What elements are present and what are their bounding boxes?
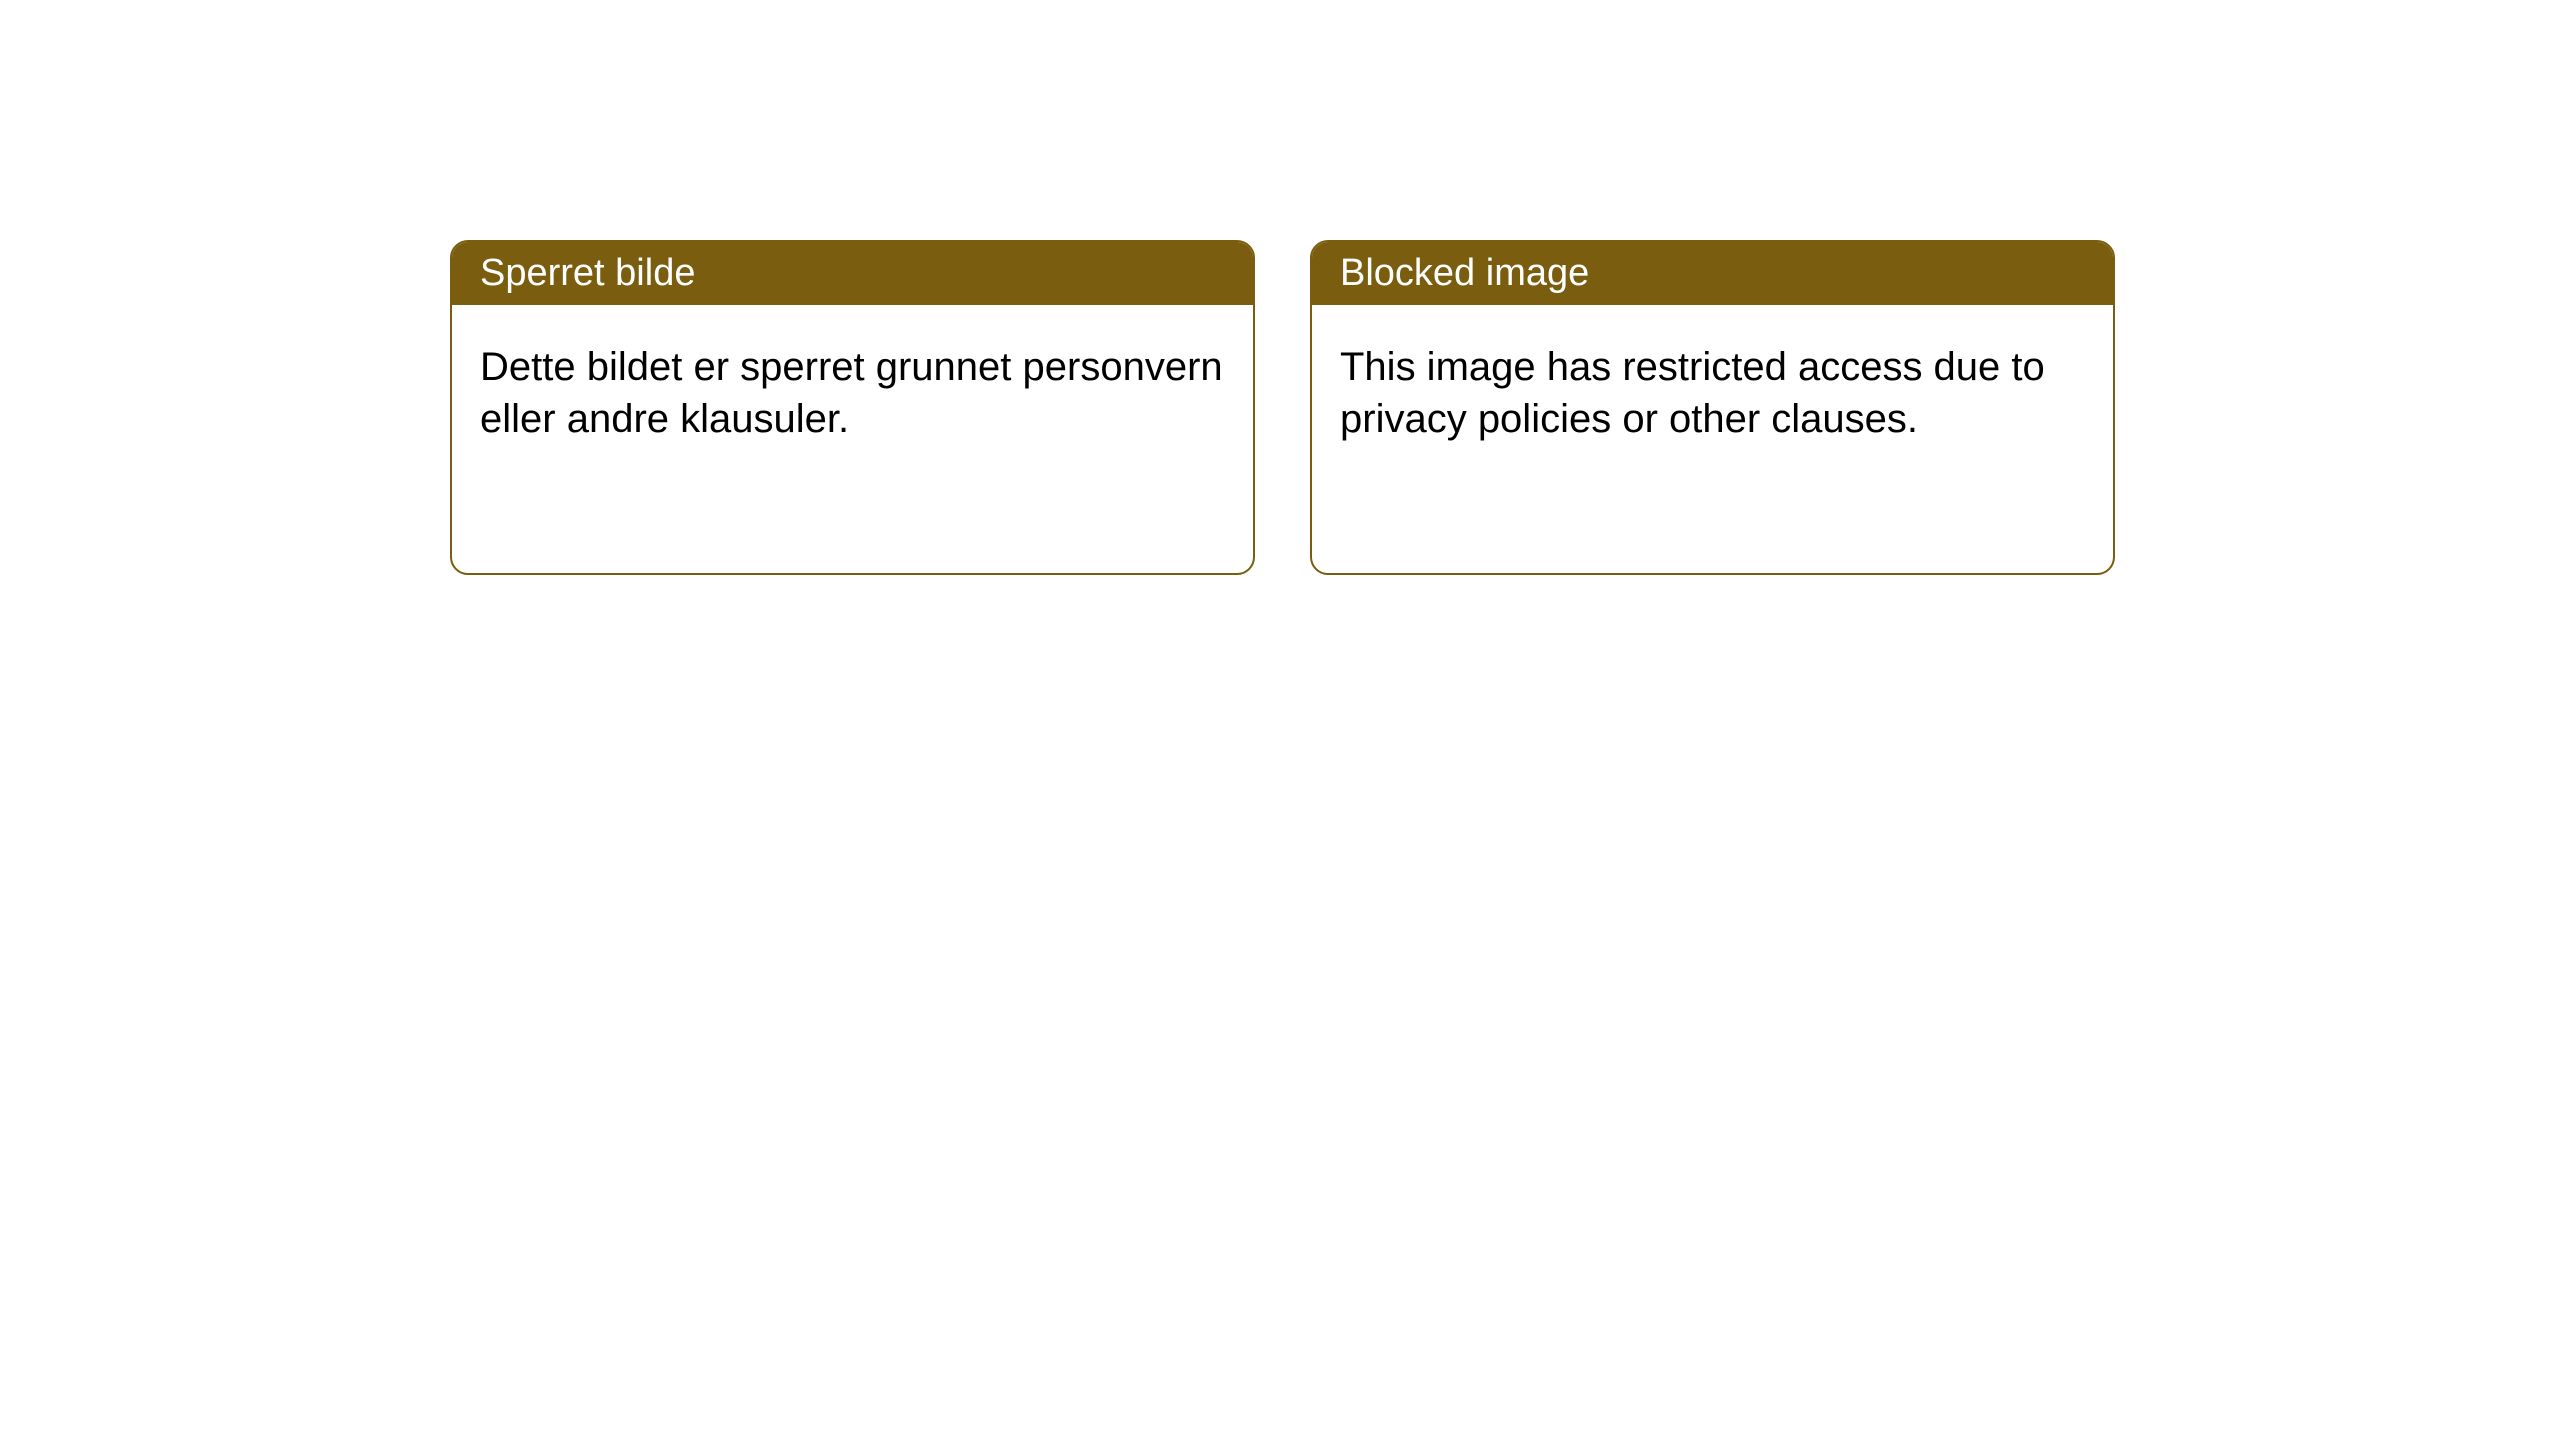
card-body: This image has restricted access due to … [1312,305,2113,481]
notice-container: Sperret bilde Dette bildet er sperret gr… [0,0,2560,575]
card-title: Blocked image [1340,252,1589,294]
card-body-text: Dette bildet er sperret grunnet personve… [480,345,1223,441]
blocked-image-card-norwegian: Sperret bilde Dette bildet er sperret gr… [450,240,1255,575]
card-body-text: This image has restricted access due to … [1340,345,2045,441]
card-body: Dette bildet er sperret grunnet personve… [452,305,1253,481]
card-header: Sperret bilde [452,242,1253,305]
blocked-image-card-english: Blocked image This image has restricted … [1310,240,2115,575]
card-title: Sperret bilde [480,252,695,294]
card-header: Blocked image [1312,242,2113,305]
